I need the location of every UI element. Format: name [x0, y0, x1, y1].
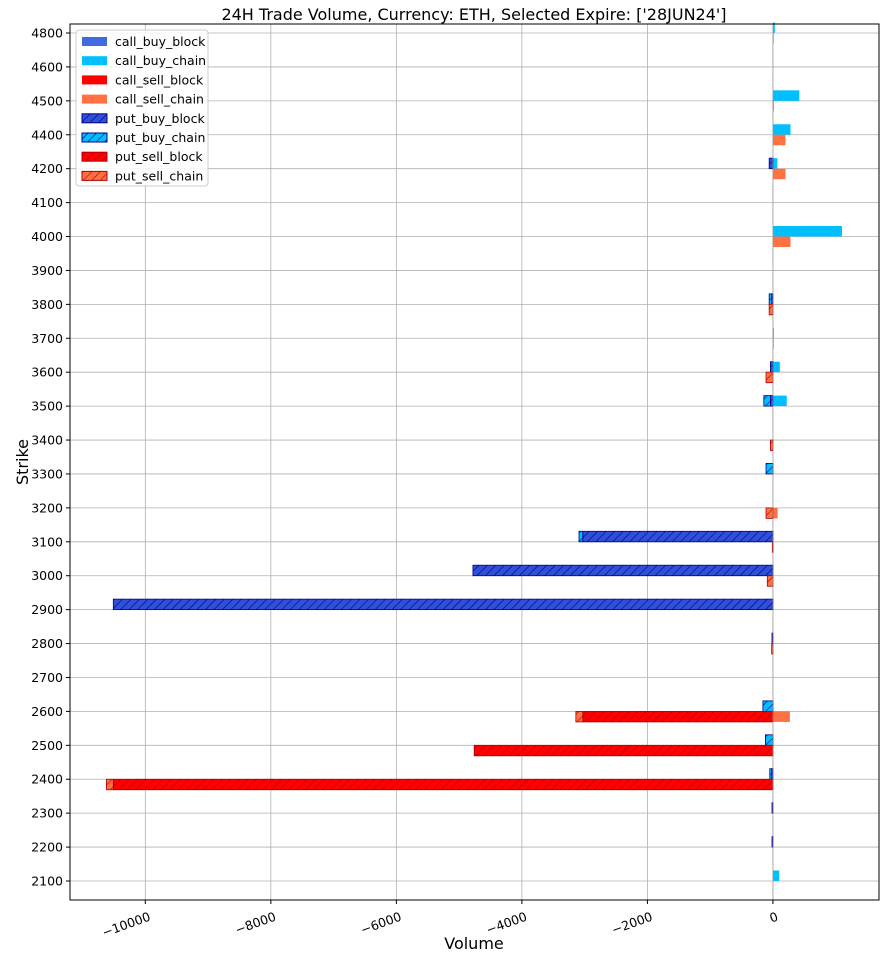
bar-put_buy_block-3600 [770, 361, 774, 373]
y-tick-label: 2600 [31, 704, 63, 719]
y-tick-label: 3300 [31, 466, 63, 481]
bar-put_sell_chain-3600 [765, 371, 774, 384]
bar-put_buy_chain-3100 [578, 530, 584, 543]
x-tick-label: −4000 [484, 909, 529, 938]
bar-put_buy_chain-2400 [769, 768, 773, 780]
bar-call_sell_chain-4800 [772, 33, 774, 44]
bar-call_buy_chain-2100 [772, 870, 780, 881]
y-tick-label: 4100 [31, 195, 63, 210]
bar-call_sell_chain-3200 [772, 507, 778, 519]
bar-put_sell_chain-3800 [768, 303, 774, 316]
y-tick-label: 2300 [31, 806, 63, 821]
bar-put_sell_chain-2400 [106, 778, 114, 791]
legend-label-call_buy_chain: call_buy_chain [115, 53, 206, 68]
y-tick-label: 3100 [31, 534, 63, 549]
x-tick-label: 0 [767, 909, 780, 926]
bar-call_buy_chain-4400 [772, 124, 791, 135]
y-tick-label: 2900 [31, 602, 63, 617]
legend-box [75, 29, 209, 187]
legend-label-call_sell_block: call_sell_block [115, 72, 204, 87]
bar-put_buy_chain-2500 [765, 734, 774, 746]
y-tick-label: 4800 [31, 26, 63, 41]
legend-swatch-call_sell_block [82, 75, 107, 85]
y-tick-label: 2200 [31, 840, 63, 855]
y-tick-label: 3200 [31, 500, 63, 515]
legend-swatch-call_buy_chain [82, 56, 107, 66]
y-tick-label: 2500 [31, 738, 63, 753]
bar-put_buy_chain-3300 [765, 463, 774, 475]
legend-swatch-put_sell_chain [81, 170, 108, 181]
x-tick-labels: −10000 −8000 −6000 −4000 −2000 0 [100, 900, 780, 940]
y-tick-label: 4000 [31, 229, 63, 244]
bar-put_sell_chain-2600 [575, 711, 584, 723]
legend-label-call_sell_chain: call_sell_chain [115, 92, 204, 107]
bar-call_buy_chain-3600 [772, 361, 780, 373]
y-tick-label: 3400 [31, 433, 63, 448]
bar-call_sell_chain-4200 [772, 168, 786, 180]
x-tick-label: −8000 [233, 909, 278, 938]
legend: call_buy_block call_buy_chain call_sell_bl… [75, 29, 209, 187]
legend-swatch-put_sell_block [81, 151, 108, 162]
y-axis-label: Strike [13, 439, 32, 485]
y-tick-label: 2800 [31, 636, 63, 651]
bar-call_sell_chain-4500 [772, 100, 774, 112]
y-tick-label: 4400 [31, 127, 63, 142]
bar-put_sell_chain-3400 [770, 439, 774, 451]
bar-put_buy_block-3100 [582, 530, 774, 543]
bar-put_buy_chain-3800 [768, 293, 773, 305]
x-tick-label: −2000 [610, 909, 655, 938]
bar-call_buy_chain-4000 [772, 226, 842, 237]
bar-call_buy_chain-4800 [772, 22, 775, 33]
y-tick-label: 3000 [31, 568, 63, 583]
y-tick-label: 3500 [31, 399, 63, 414]
bar-call_sell_chain-4400 [772, 134, 786, 146]
legend-label-put_sell_chain: put_sell_chain [115, 168, 203, 183]
bar-put_sell_block-2500 [473, 744, 774, 757]
y-tick-label: 4200 [31, 161, 63, 176]
bar-put_buy_block-3000 [472, 564, 774, 577]
legend-label-put_sell_block: put_sell_block [115, 149, 203, 164]
legend-label-call_buy_block: call_buy_block [115, 34, 206, 49]
legend-swatch-call_buy_block [82, 37, 107, 46]
bar-put_buy_block-2900 [112, 598, 774, 611]
bar-put_buy_chain-2600 [762, 700, 774, 712]
y-tick-label: 3800 [31, 297, 63, 312]
bar-call_buy_chain-3700 [772, 327, 774, 339]
bar-call_sell_chain-2600 [772, 711, 790, 722]
x-tick-label: −10000 [100, 909, 152, 940]
x-axis-label: Volume [444, 934, 504, 953]
bar-call_sell_chain-3700 [772, 338, 774, 349]
bar-call_buy_chain-3500 [772, 395, 787, 407]
bar-put_sell_chain-3200 [765, 507, 774, 519]
bar-call_buy_chain-4200 [772, 158, 778, 169]
legend-label-put_buy_block: put_buy_block [115, 111, 205, 126]
y-tick-labels: 2100 2200 2300 2400 2500 2600 2700 2800 2900 3000… [31, 26, 70, 889]
bar-put_buy_chain-3500 [763, 395, 771, 407]
legend-swatch-put_buy_chain [81, 132, 108, 143]
bar-put_buy_block-4200 [768, 157, 774, 170]
legend-swatch-call_sell_chain [82, 94, 107, 104]
chart-title: 24H Trade Volume, Currency: ETH, Selecte… [221, 5, 726, 24]
bar-put_sell_block-2600 [582, 711, 774, 723]
legend-label-put_buy_chain: put_buy_chain [115, 130, 205, 145]
bar-call_buy_chain-4500 [772, 90, 800, 101]
bar-put_sell_chain-3000 [766, 575, 774, 587]
y-tick-label: 3700 [31, 331, 63, 346]
bars [106, 22, 842, 900]
y-tick-label: 3600 [31, 365, 63, 380]
legend-swatch-put_buy_block [81, 113, 108, 124]
y-tick-label: 4600 [31, 59, 63, 74]
y-tick-label: 3900 [31, 263, 63, 278]
y-tick-label: 2400 [31, 772, 63, 787]
y-tick-label: 2100 [31, 874, 63, 889]
y-tick-label: 2700 [31, 670, 63, 685]
x-tick-label: −6000 [359, 909, 404, 938]
plot-frame [69, 23, 880, 901]
bar-put_sell_block-2400 [112, 778, 774, 791]
y-tick-label: 4500 [31, 93, 63, 108]
bar-call_sell_chain-4000 [772, 236, 791, 248]
